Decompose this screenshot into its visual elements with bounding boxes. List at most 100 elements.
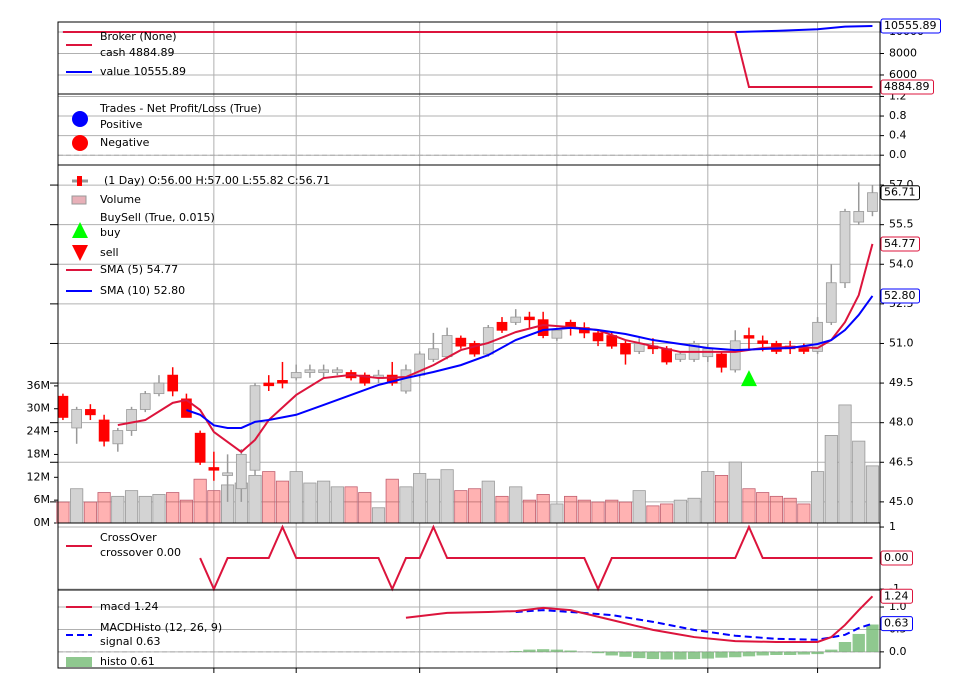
legend-marker bbox=[72, 111, 88, 127]
candle-body bbox=[839, 211, 851, 284]
y-tick-label: 48.0 bbox=[889, 416, 914, 429]
volume-bar bbox=[303, 482, 317, 524]
volume-bar bbox=[166, 492, 180, 524]
volume-tick-label: 36M bbox=[27, 379, 51, 392]
legend-label: SMA (10) 52.80 bbox=[100, 284, 185, 297]
histo-bar bbox=[825, 649, 838, 652]
y-tick-label: 8000 bbox=[889, 46, 917, 59]
histo-bar bbox=[797, 651, 811, 655]
candle-body bbox=[318, 369, 329, 373]
histo-bar bbox=[646, 651, 660, 660]
value-tag-label: 52.80 bbox=[884, 289, 916, 302]
legend-label: Negative bbox=[100, 136, 150, 149]
legend-label: histo 0.61 bbox=[100, 655, 155, 668]
candle-body bbox=[85, 409, 96, 416]
volume-bar bbox=[138, 495, 152, 524]
candle-body bbox=[592, 332, 604, 342]
candle-body bbox=[496, 321, 508, 331]
volume-bar bbox=[317, 480, 331, 524]
volume-bar bbox=[440, 469, 454, 524]
value-tag bbox=[880, 236, 920, 252]
histo-bar bbox=[605, 651, 618, 656]
volume-tick-label: 30M bbox=[27, 402, 51, 415]
candle-body bbox=[112, 430, 124, 445]
candle-body bbox=[537, 319, 549, 336]
volume-bar bbox=[756, 492, 770, 524]
candle-body bbox=[524, 316, 535, 321]
legend-marker bbox=[72, 135, 88, 151]
y-tick-label: 46.5 bbox=[889, 455, 914, 468]
volume-bar bbox=[591, 501, 605, 524]
candle-body bbox=[825, 282, 837, 323]
y-tick-label: 6000 bbox=[889, 68, 917, 81]
volume-bar bbox=[564, 495, 578, 524]
volume-bar bbox=[152, 494, 166, 524]
volume-bar bbox=[769, 495, 783, 524]
histo-bar bbox=[619, 651, 632, 657]
candle-body bbox=[675, 353, 686, 360]
volume-bar bbox=[728, 461, 742, 524]
candle-body bbox=[620, 343, 631, 355]
volume-bar bbox=[56, 501, 70, 524]
candle-body bbox=[729, 340, 741, 371]
candle-body bbox=[263, 382, 275, 387]
value-tag-label: 4884.89 bbox=[884, 80, 930, 93]
series-line bbox=[515, 609, 873, 641]
value-tag-label: 0.00 bbox=[884, 551, 909, 564]
volume-bar bbox=[330, 486, 344, 524]
value-tag bbox=[880, 79, 934, 95]
volume-bar bbox=[783, 497, 797, 524]
histo-bar bbox=[687, 651, 701, 660]
volume-bar bbox=[522, 499, 537, 524]
volume-bar bbox=[289, 471, 303, 524]
volume-bar bbox=[495, 495, 509, 524]
candle-body bbox=[510, 316, 522, 323]
legend-title: CrossOver bbox=[100, 531, 157, 544]
volume-bar bbox=[83, 501, 97, 524]
series-line bbox=[405, 595, 874, 643]
histo-bar bbox=[811, 651, 824, 655]
histo-bar bbox=[715, 651, 728, 658]
histo-bar bbox=[660, 651, 673, 660]
volume-bar bbox=[810, 471, 825, 524]
series-line bbox=[62, 30, 873, 88]
volume-bar bbox=[536, 494, 550, 524]
volume-bar bbox=[179, 499, 193, 524]
panel-frame bbox=[57, 589, 881, 669]
volume-tick-label: 0M bbox=[34, 516, 51, 529]
y-tick-label: 0.4 bbox=[889, 129, 907, 142]
histo-bar bbox=[674, 651, 687, 660]
candle-body bbox=[153, 382, 165, 395]
legend-icon bbox=[72, 222, 88, 238]
legend-label: buy bbox=[100, 226, 121, 239]
legend-label: crossover 0.00 bbox=[100, 546, 181, 559]
y-tick-label: -1 bbox=[889, 582, 900, 595]
candle-body bbox=[249, 385, 261, 471]
series-line bbox=[199, 524, 873, 592]
candle-body bbox=[167, 374, 179, 392]
histo-bar bbox=[729, 651, 742, 658]
value-tag-label: 56.71 bbox=[884, 186, 916, 199]
candle-body bbox=[235, 453, 247, 490]
volume-tick-label: 6M bbox=[34, 493, 51, 506]
volume-tick-label: 12M bbox=[27, 470, 51, 483]
legend-label: Volume bbox=[100, 193, 141, 206]
value-tag-label: 54.77 bbox=[884, 237, 916, 250]
volume-bar bbox=[687, 497, 701, 524]
histo-bar bbox=[756, 651, 769, 656]
candle-body bbox=[812, 321, 823, 352]
volume-bar bbox=[262, 471, 276, 524]
candle-body bbox=[71, 409, 82, 429]
volume-bar bbox=[344, 486, 358, 524]
histo-bar bbox=[783, 651, 797, 655]
y-tick-label: 55.5 bbox=[889, 218, 914, 231]
histo-bar bbox=[633, 651, 646, 659]
histo-bar bbox=[591, 651, 605, 654]
volume-bar bbox=[852, 440, 866, 524]
candle-body bbox=[757, 340, 769, 344]
legend-label: value 10555.89 bbox=[100, 65, 186, 78]
legend-title: Broker (None) bbox=[100, 30, 177, 43]
candle-body bbox=[194, 432, 206, 463]
volume-tick-label: 24M bbox=[27, 425, 51, 438]
